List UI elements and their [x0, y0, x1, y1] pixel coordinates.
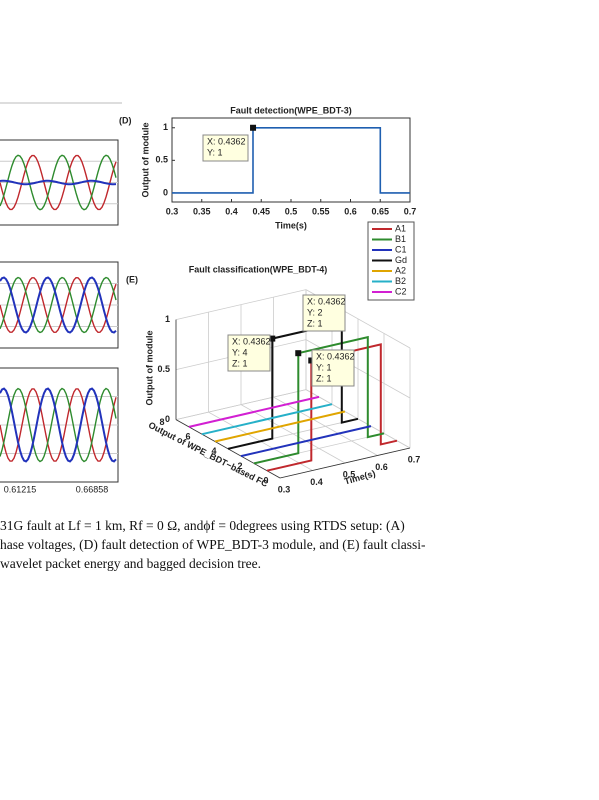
waveform: [0, 387, 117, 463]
datatip-marker: [295, 350, 302, 357]
datatip-text: Y: 1: [316, 362, 332, 372]
x-tick-label: 0.66858: [76, 484, 109, 494]
datatip-text: X: 0.4362: [307, 296, 346, 306]
datatip-marker: [308, 357, 315, 364]
datatip-box: [227, 334, 271, 372]
data-line: [214, 410, 346, 443]
waveform: [0, 276, 117, 334]
data-line: [253, 335, 385, 465]
datatip-marker: [269, 335, 276, 342]
datatip-box: [311, 349, 355, 387]
x-tick-label: 0.6: [344, 206, 357, 216]
z-tick-label: 0: [165, 414, 170, 424]
x-tick-label: 0.5: [285, 206, 298, 216]
x-tick-label: 0.4: [225, 206, 238, 216]
waveform: [0, 276, 117, 334]
x-tick-label: 0.5: [343, 469, 356, 479]
datatip-text: X: 0.4362: [207, 136, 246, 146]
grid-line: [305, 339, 411, 399]
x-tick-label: 0.65: [371, 206, 389, 216]
y-tick-label: 6: [185, 432, 190, 442]
datatip-text: X: 0.4362: [316, 351, 355, 361]
data-line: [201, 403, 333, 436]
x-tick-label: 0.6: [375, 462, 388, 472]
y-tick-label: 0.5: [155, 155, 168, 165]
waveform: [0, 179, 117, 186]
waveform: [0, 388, 117, 462]
datatip-marker: [250, 124, 257, 131]
caption-line: hase voltages, (D) fault detection of WP…: [0, 537, 426, 552]
datatip-box: [202, 134, 249, 162]
x-tick-label: 0.45: [252, 206, 270, 216]
x-tick-label: 0.3: [166, 206, 179, 216]
x-tick-label: 0.61215: [4, 484, 37, 494]
legend-label: C2: [395, 286, 407, 296]
z-tick-label: 0.5: [157, 364, 170, 374]
grid-line: [175, 289, 307, 320]
x-tick-label: 0.7: [404, 206, 417, 216]
x-tick-label: 0.55: [312, 206, 330, 216]
y-tick-label: 0: [163, 187, 168, 197]
figure: 0.61215 0.66858 (D) Fault detection(WPE_BDT…: [0, 102, 421, 494]
legend-label: A2: [395, 265, 406, 275]
x-tick-label: 0.4: [310, 477, 323, 487]
waveform: [0, 276, 117, 334]
waveform: [0, 154, 117, 211]
y-tick-label: 8: [159, 417, 164, 427]
panel-label: (D): [119, 115, 132, 125]
x-tick-label: 0.7: [408, 454, 421, 464]
datatip-text: Z: 1: [316, 373, 332, 383]
chart-title: Fault detection(WPE_BDT-3): [230, 105, 352, 115]
legend-label: Gd: [395, 255, 407, 265]
x-tick-label: 0.35: [193, 206, 211, 216]
x-tick-label: 0.3: [278, 484, 291, 494]
datatip-text: Y: 2: [307, 307, 323, 317]
datatip-text: Z: 1: [232, 358, 248, 368]
legend-label: A1: [395, 223, 406, 233]
caption-line: wavelet packet energy and bagged decisio…: [0, 556, 262, 571]
y-tick-label: 2: [237, 461, 242, 471]
data-line: [172, 127, 410, 194]
data-line: [240, 425, 372, 458]
x-axis-label: Time(s): [275, 220, 307, 230]
chart-title: Fault classification(WPE_BDT-4): [189, 264, 328, 274]
datatip-box: [302, 294, 346, 332]
legend-label: B1: [395, 234, 406, 244]
z-tick-label: 1: [165, 314, 170, 324]
datatip-text: Y: 4: [232, 347, 248, 357]
waveform: [0, 387, 117, 463]
datatip-text: Z: 1: [307, 318, 323, 328]
datatip-text: X: 0.4362: [232, 336, 271, 346]
waveform: [0, 154, 117, 211]
legend-label: C1: [395, 244, 407, 254]
panel-label: (E): [126, 274, 138, 284]
y-tick-label: 4: [211, 446, 216, 456]
data-line: [188, 395, 320, 428]
axis-line: [279, 447, 411, 479]
legend-label: B2: [395, 276, 406, 286]
y-tick-label: 0: [263, 475, 268, 485]
grid-line: [175, 389, 307, 420]
caption-line: 31G fault at Lf = 1 km, Rf = 0 Ω, andϕf …: [0, 518, 405, 533]
z-axis-label: Output of module: [144, 331, 154, 406]
datatip-text: Y: 1: [207, 147, 223, 157]
y-tick-label: 1: [163, 122, 168, 132]
y-axis-label: Output of module: [140, 123, 150, 198]
